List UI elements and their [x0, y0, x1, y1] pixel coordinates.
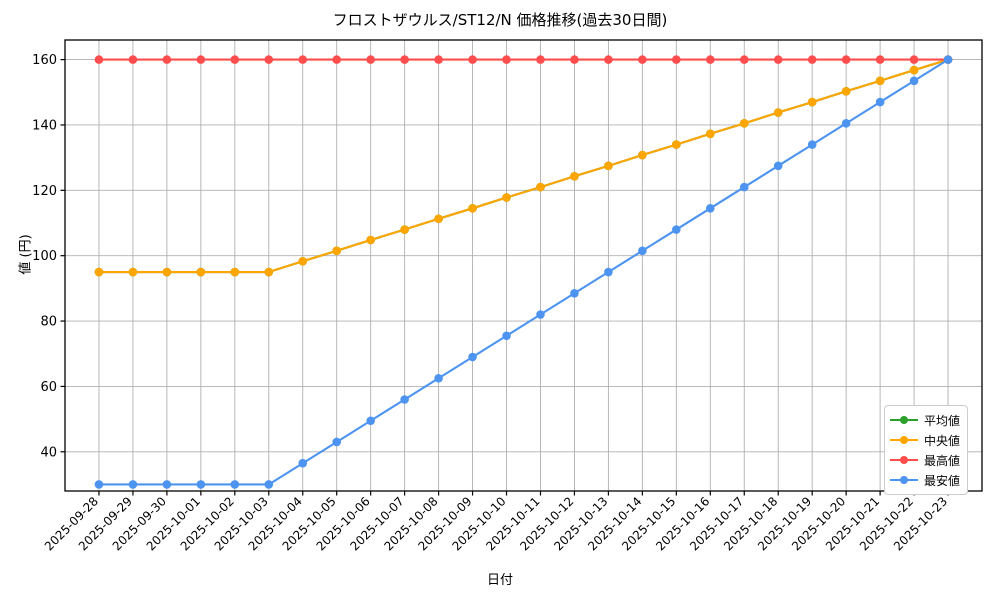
series-最安値 — [94, 55, 953, 489]
x-axis-tick-labels: 2025-09-282025-09-292025-09-302025-10-01… — [42, 494, 950, 553]
legend-dot-icon — [900, 416, 908, 424]
data-series-layer — [94, 55, 953, 489]
legend-label: 平均値 — [924, 413, 961, 428]
svg-text:160: 160 — [32, 53, 57, 68]
legend-marker-icon — [890, 414, 918, 426]
svg-text:40: 40 — [40, 445, 57, 460]
chart-legend: 平均値中央値最高値最安値 — [884, 405, 969, 495]
legend-dot-icon — [900, 476, 908, 484]
legend-label: 中央値 — [924, 433, 961, 448]
chart-title: フロストザウルス/ST12/N 価格推移(過去30日間) — [332, 11, 668, 29]
legend-marker-icon — [890, 474, 918, 486]
svg-text:100: 100 — [32, 249, 57, 264]
legend-label: 最高値 — [924, 453, 961, 468]
legend-item-最安値: 最安値 — [890, 470, 960, 490]
svg-text:80: 80 — [40, 315, 57, 330]
svg-text:60: 60 — [40, 380, 57, 395]
axes-frame — [64, 39, 983, 492]
legend-dot-icon — [900, 436, 908, 444]
legend-item-最高値: 最高値 — [890, 450, 960, 470]
y-axis-title: 値 (円) — [18, 234, 34, 275]
axis-ticks — [60, 59, 949, 496]
series-中央値 — [94, 55, 953, 277]
legend-item-中央値: 中央値 — [890, 430, 960, 450]
series-平均値 — [94, 55, 953, 277]
x-axis-title: 日付 — [486, 573, 513, 588]
legend-dot-icon — [900, 456, 908, 464]
svg-text:140: 140 — [32, 118, 57, 133]
legend-label: 最安値 — [924, 473, 961, 488]
legend-marker-icon — [890, 454, 918, 466]
svg-text:120: 120 — [32, 184, 57, 199]
legend-item-平均値: 平均値 — [890, 410, 960, 430]
legend-marker-icon — [890, 434, 918, 446]
series-最高値 — [94, 55, 953, 64]
y-axis-tick-labels: 40 60 80 100 120 140 160 — [32, 53, 57, 460]
grid-lines — [65, 40, 982, 491]
